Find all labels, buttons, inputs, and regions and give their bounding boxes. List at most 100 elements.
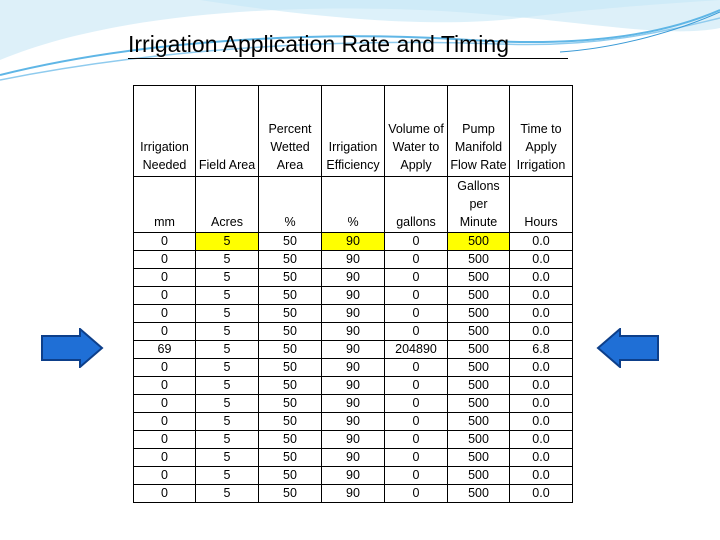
table-cell: 500 [447, 484, 510, 503]
table-cell: 500 [447, 322, 510, 341]
table-cell: 5 [195, 430, 259, 449]
table-cell: 0 [133, 232, 196, 251]
units-row-cell: % [321, 176, 385, 233]
table-cell: 5 [195, 484, 259, 503]
table-cell: 0 [384, 304, 448, 323]
left-arrow-icon [596, 328, 659, 368]
table-cell: 90 [321, 304, 385, 323]
table-cell: 0.0 [509, 322, 573, 341]
table-cell: 0 [133, 430, 196, 449]
table-cell: 0.0 [509, 430, 573, 449]
header-row-text: Manifold [454, 140, 503, 154]
table-cell: 0 [133, 448, 196, 467]
units-row-text: mm [154, 215, 175, 229]
table-cell: 0.0 [509, 394, 573, 413]
table-cell: 500 [447, 286, 510, 305]
table-cell: 90 [321, 340, 385, 359]
table-cell: 0 [384, 250, 448, 269]
table-cell: 0.0 [509, 376, 573, 395]
table-cell: 500 [447, 304, 510, 323]
table-cell: 500 [447, 268, 510, 287]
table-row: 0 5 50 90 0 500 0.0 [133, 268, 573, 287]
table-cell: 5 [195, 286, 259, 305]
table-cell: 0.0 [509, 286, 573, 305]
table-cell: 50 [258, 286, 322, 305]
table-cell: 0 [133, 358, 196, 377]
units-row-text: Acres [211, 215, 243, 229]
table-row: 0 5 50 90 0 500 0.0 [133, 430, 573, 449]
table-cell: 90 [321, 484, 385, 503]
table-cell: 500 [447, 430, 510, 449]
header-row-cell: Irrigation Efficiency [321, 85, 385, 177]
table-cell: 204890 [384, 340, 448, 359]
table-cell: 0 [133, 304, 196, 323]
table-row: 0 5 50 90 0 500 0.0 [133, 322, 573, 341]
table-cell: 50 [258, 340, 322, 359]
table-cell: 0.0 [509, 304, 573, 323]
table-cell: 0.0 [509, 448, 573, 467]
header-row-text: Field Area [198, 158, 256, 172]
table-cell: 0.0 [509, 466, 573, 485]
table-cell: 90 [321, 358, 385, 377]
units-row-cell: mm [133, 176, 196, 233]
table-cell: 90 [321, 250, 385, 269]
units-row-text: Minute [459, 215, 498, 229]
header-row-text: Irrigation [328, 140, 378, 154]
table-cell: 50 [258, 304, 322, 323]
header-row-cell: Irrigation Needed [133, 85, 196, 177]
header-row-text: Irrigation [516, 158, 566, 172]
table-cell: 0.0 [509, 250, 573, 269]
header-row-text: Irrigation [140, 140, 189, 154]
table-cell: 0 [133, 412, 196, 431]
right-arrow-icon [41, 328, 104, 368]
header-row-cell: Time to Apply Irrigation [509, 85, 573, 177]
table-cell: 90 [321, 376, 385, 395]
header-swoosh-decoration [0, 0, 720, 81]
table-cell: 0 [133, 286, 196, 305]
header-row-text: Water to [392, 140, 440, 154]
irrigation-table: Irrigation Needed Field Area Percent Wetted A… [133, 85, 573, 503]
table-row: 0 5 50 90 0 500 0.0 [133, 412, 573, 431]
table-cell: 0 [133, 250, 196, 269]
table-cell: 500 [447, 250, 510, 269]
table-cell: 50 [258, 268, 322, 287]
title-underline [128, 58, 568, 59]
table-cell: 90 [321, 322, 385, 341]
table-cell: 50 [258, 232, 322, 251]
table-cell: 0 [133, 322, 196, 341]
table-cell: 0.0 [509, 358, 573, 377]
header-row-text: Wetted [270, 140, 310, 154]
table-row: 0 5 50 90 0 500 0.0 [133, 250, 573, 269]
table-cell: 69 [133, 340, 196, 359]
table-row: 0 5 50 90 0 500 0.0 [133, 232, 573, 251]
table-cell: 50 [258, 358, 322, 377]
table-cell: 500 [447, 376, 510, 395]
table-row: 0 5 50 90 0 500 0.0 [133, 376, 573, 395]
units-row-text: % [347, 215, 359, 229]
units-row-cell: Hours [509, 176, 573, 233]
units-row-text: gallons [396, 215, 436, 229]
table-cell: 5 [195, 250, 259, 269]
table-cell: 90 [321, 232, 385, 251]
table-cell: 90 [321, 448, 385, 467]
table-cell: 90 [321, 268, 385, 287]
table-row: 0 5 50 90 0 500 0.0 [133, 484, 573, 503]
table-cell: 90 [321, 394, 385, 413]
table-cell: 50 [258, 394, 322, 413]
table-cell: 50 [258, 448, 322, 467]
table-cell: 0 [133, 466, 196, 485]
table-row: 0 5 50 90 0 500 0.0 [133, 286, 573, 305]
slide-title: Irrigation Application Rate and Timing [128, 31, 509, 57]
table-cell: 5 [195, 394, 259, 413]
header-row-cell: Volume of Water to Apply [384, 85, 448, 177]
table-cell: 90 [321, 430, 385, 449]
table-cell: 0 [133, 268, 196, 287]
table-cell: 0 [133, 394, 196, 413]
table-cell: 0 [384, 358, 448, 377]
table-cell: 0 [384, 466, 448, 485]
header-row-text: Efficiency [326, 158, 380, 172]
table-cell: 0.0 [509, 412, 573, 431]
table-cell: 50 [258, 250, 322, 269]
table-cell: 500 [447, 340, 510, 359]
table-cell: 0 [384, 268, 448, 287]
